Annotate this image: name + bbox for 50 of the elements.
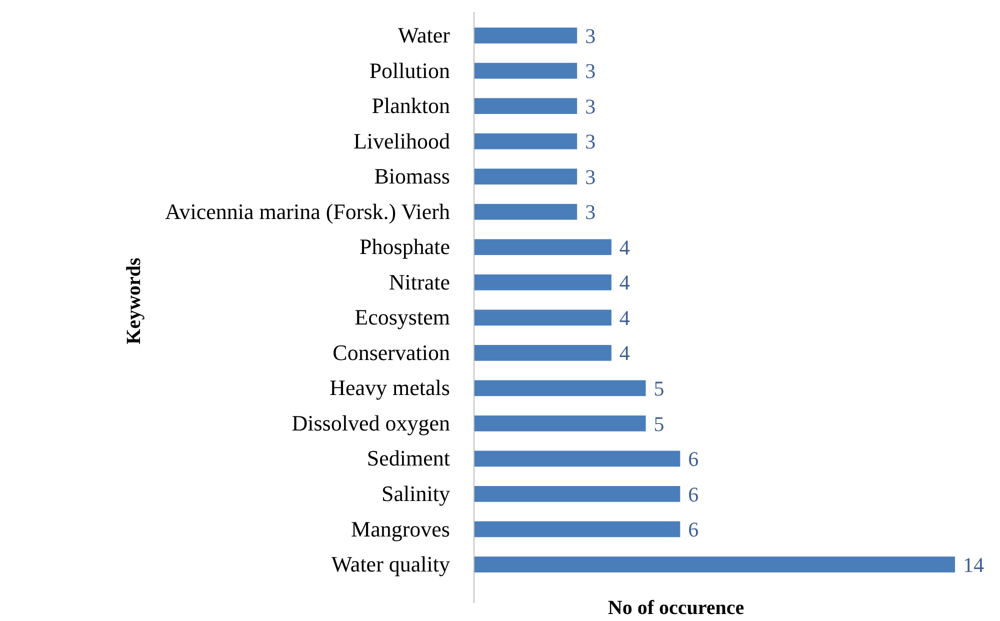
bar — [474, 556, 955, 572]
bar — [474, 62, 578, 79]
y-tick-label: Plankton — [372, 93, 450, 118]
bar — [474, 204, 578, 220]
bar — [474, 168, 578, 185]
y-tick-label: Sediment — [366, 446, 450, 471]
bar — [474, 28, 578, 44]
data-label: 4 — [619, 306, 630, 330]
bar — [474, 380, 646, 396]
y-tick-label: Mangroves — [351, 516, 450, 542]
y-tick-label: Dissolved oxygen — [292, 410, 450, 436]
data-label: 3 — [585, 24, 596, 48]
bar — [474, 450, 680, 467]
bar — [474, 133, 578, 150]
bar — [474, 274, 612, 290]
bar — [474, 239, 612, 256]
bar — [474, 521, 680, 538]
y-tick-label: Salinity — [382, 480, 450, 506]
data-label: 4 — [619, 235, 630, 260]
data-label: 5 — [654, 412, 664, 436]
data-label: 3 — [585, 164, 596, 189]
bar — [474, 98, 578, 114]
y-tick-label: Conservation — [332, 340, 450, 365]
bar — [474, 310, 612, 326]
y-tick-label: Water quality — [331, 552, 450, 577]
data-label: 3 — [585, 130, 596, 154]
y-tick-label: Livelihood — [353, 128, 450, 154]
y-tick-label: Water — [398, 22, 451, 48]
bar — [474, 486, 680, 502]
data-label: 14 — [963, 552, 984, 577]
data-label: 3 — [585, 200, 596, 224]
data-label: 3 — [585, 94, 596, 118]
y-tick-label: Biomass — [374, 164, 450, 189]
y-tick-label: Ecosystem — [354, 304, 450, 330]
data-label: 6 — [688, 447, 699, 472]
y-tick-label: Heavy metals — [330, 375, 450, 400]
y-tick-label: Pollution — [369, 58, 450, 83]
data-label: 6 — [688, 518, 699, 542]
data-label: 4 — [619, 270, 630, 295]
data-label: 4 — [619, 341, 630, 366]
y-axis-title: Keywords — [123, 257, 145, 344]
data-label: 6 — [688, 482, 699, 506]
bar — [474, 344, 612, 361]
y-tick-label: Avicennia marina (Forsk.) Vierh — [164, 198, 450, 224]
y-tick-label: Nitrate — [388, 269, 450, 294]
bar — [474, 415, 646, 432]
data-label: 5 — [654, 376, 664, 401]
x-axis-title: No of occurence — [608, 597, 744, 619]
y-tick-label: Phosphate — [360, 234, 450, 260]
data-label: 3 — [585, 59, 596, 84]
